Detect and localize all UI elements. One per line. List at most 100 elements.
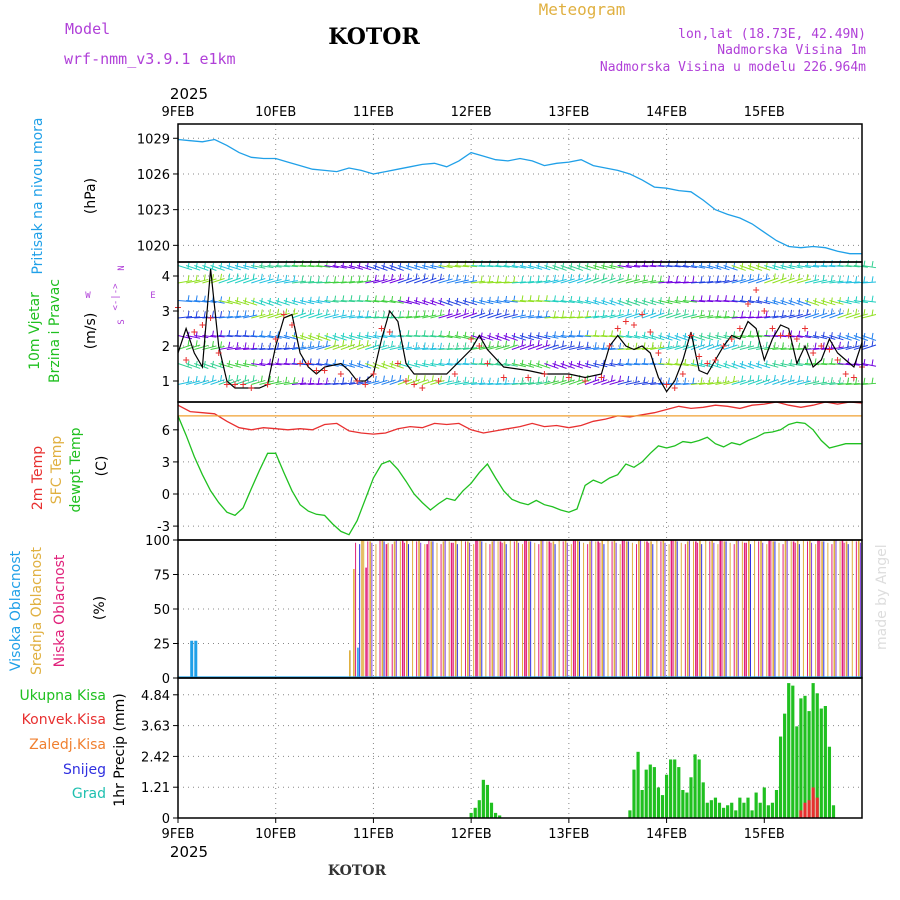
wind-barb-flag bbox=[676, 308, 679, 315]
compass-west: W bbox=[85, 291, 91, 301]
wind-barb-flag bbox=[391, 375, 394, 382]
wind-barb bbox=[479, 312, 494, 319]
wind-barb-flag bbox=[236, 342, 239, 349]
wind-barb bbox=[772, 379, 787, 385]
wind-barb bbox=[755, 265, 771, 271]
wind-barb-flag bbox=[334, 309, 337, 316]
wind-barb-flag bbox=[806, 274, 809, 281]
wind-barb bbox=[772, 277, 787, 284]
wind-barb-flag bbox=[244, 359, 247, 366]
wind-barb bbox=[186, 300, 201, 303]
wind-barb-flag bbox=[586, 310, 589, 318]
wind-barb bbox=[699, 265, 714, 270]
cloud-bar bbox=[369, 541, 371, 678]
precip-bar bbox=[815, 693, 819, 818]
wind-barb-flag bbox=[505, 309, 508, 316]
wind-barb-flag bbox=[350, 275, 353, 283]
wind-barb-flag bbox=[268, 375, 271, 383]
wind-barb bbox=[552, 379, 567, 385]
wind-barb bbox=[739, 300, 754, 304]
wind-barb bbox=[576, 300, 592, 305]
wind-barb bbox=[226, 347, 241, 350]
wind-barb bbox=[731, 363, 746, 369]
cloud-spike bbox=[383, 541, 385, 678]
wind-barb-flag bbox=[211, 311, 214, 318]
precip-bar bbox=[807, 711, 811, 818]
wind-barb bbox=[218, 346, 233, 350]
wind-barb bbox=[234, 300, 250, 306]
wind-barb bbox=[739, 379, 755, 385]
cloud-label-high: Visoka Oblacnost bbox=[8, 550, 24, 671]
wind-barb bbox=[381, 345, 396, 350]
wind-barb bbox=[804, 381, 820, 385]
cloud-spike bbox=[733, 544, 735, 678]
wind-barb bbox=[682, 363, 697, 367]
wind-barb bbox=[479, 300, 494, 305]
wind-barb bbox=[218, 379, 233, 385]
wind-barb bbox=[348, 344, 364, 350]
time-label-top: 9FEB bbox=[162, 105, 195, 120]
wind-barb bbox=[283, 363, 298, 365]
wind-barb-flag bbox=[505, 276, 508, 283]
wind-barb bbox=[357, 316, 372, 319]
wind-barb bbox=[495, 335, 510, 341]
wind-barb bbox=[210, 278, 225, 284]
wind-barb bbox=[348, 300, 364, 302]
wind-barb bbox=[332, 300, 347, 303]
precip-bar bbox=[815, 797, 819, 818]
wind-barb-flag bbox=[716, 360, 719, 367]
wind-barb-flag bbox=[488, 308, 491, 315]
wind-barb bbox=[259, 265, 274, 269]
cloud-spike bbox=[399, 541, 401, 678]
wind-barb bbox=[324, 363, 339, 367]
wind-barb-flag bbox=[749, 375, 752, 382]
wind-barb-flag bbox=[496, 377, 499, 384]
wind-barb bbox=[739, 345, 754, 350]
wind-barb-flag bbox=[733, 262, 736, 269]
wind-barb-flag bbox=[488, 332, 491, 339]
wind-barb bbox=[690, 382, 706, 385]
wind-barb-flag bbox=[545, 310, 548, 318]
precip-ytick-label: 4.84 bbox=[141, 689, 170, 704]
cloud-spike bbox=[566, 542, 568, 678]
cloud-spike bbox=[416, 541, 418, 678]
wind-barb-flag bbox=[659, 332, 662, 339]
wind-barb-flag bbox=[757, 375, 760, 382]
wind-barb-flag bbox=[252, 342, 255, 349]
wind-barb-flag bbox=[309, 341, 312, 348]
wind-barb bbox=[699, 281, 714, 284]
wind-barb-flag bbox=[309, 308, 312, 315]
time-label-top: 13FEB bbox=[548, 105, 589, 120]
wind-barb bbox=[356, 363, 372, 369]
wind-barb-flag bbox=[244, 375, 247, 382]
wind-barb-flag bbox=[521, 276, 524, 283]
wind-barb bbox=[755, 277, 771, 284]
wind-barb bbox=[853, 300, 868, 304]
wind-barb-flag bbox=[765, 374, 768, 382]
cloud-bar bbox=[430, 541, 433, 678]
wind-barb bbox=[642, 335, 657, 340]
wind-barb-flag bbox=[814, 308, 817, 315]
wind-barb bbox=[845, 363, 860, 366]
wind-barb bbox=[585, 315, 600, 319]
wind-barb-flag bbox=[708, 275, 711, 283]
wind-barb-flag bbox=[325, 276, 328, 283]
wind-barb bbox=[243, 335, 258, 338]
wind-barb bbox=[666, 335, 681, 341]
wind-barb-flag bbox=[765, 310, 768, 318]
cloud-spike bbox=[501, 542, 503, 678]
wind-barb-flag bbox=[847, 377, 850, 384]
wind-barb-flag bbox=[301, 377, 304, 384]
wind-barb bbox=[666, 300, 681, 304]
wind-barb-flag bbox=[391, 274, 394, 281]
wind-barb-flag bbox=[692, 309, 695, 316]
wind-barb-flag bbox=[724, 360, 727, 367]
cloud-bar bbox=[760, 540, 762, 678]
wind-barb bbox=[487, 265, 502, 268]
wind-barb bbox=[519, 363, 535, 368]
wind-barb bbox=[234, 277, 250, 284]
wind-barb bbox=[503, 363, 518, 367]
cloud-bar bbox=[406, 540, 408, 678]
wind-barb bbox=[479, 363, 494, 366]
wind-barb bbox=[316, 265, 331, 268]
